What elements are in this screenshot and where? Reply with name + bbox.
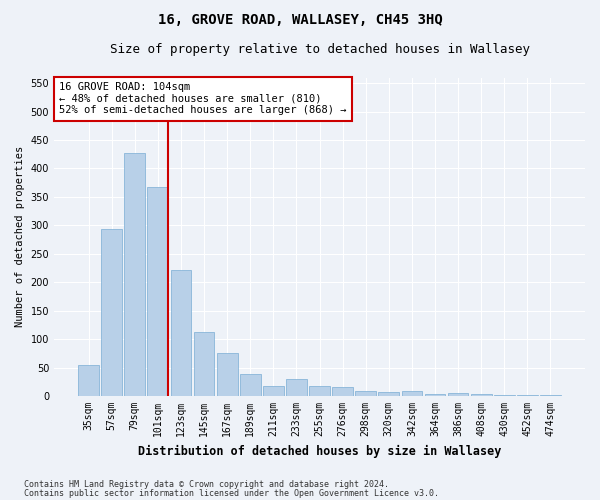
- Bar: [263, 386, 284, 396]
- Bar: [379, 392, 399, 396]
- Bar: [355, 392, 376, 396]
- Bar: [148, 186, 168, 396]
- Bar: [101, 230, 122, 396]
- Bar: [124, 152, 145, 396]
- Bar: [448, 393, 469, 396]
- Bar: [401, 392, 422, 396]
- Text: 16, GROVE ROAD, WALLASEY, CH45 3HQ: 16, GROVE ROAD, WALLASEY, CH45 3HQ: [158, 12, 442, 26]
- Y-axis label: Number of detached properties: Number of detached properties: [15, 146, 25, 328]
- Bar: [170, 270, 191, 396]
- Bar: [540, 395, 561, 396]
- Text: Contains HM Land Registry data © Crown copyright and database right 2024.: Contains HM Land Registry data © Crown c…: [24, 480, 389, 489]
- Bar: [494, 395, 515, 396]
- Bar: [217, 354, 238, 396]
- Bar: [309, 386, 330, 396]
- Bar: [240, 374, 260, 396]
- X-axis label: Distribution of detached houses by size in Wallasey: Distribution of detached houses by size …: [138, 444, 501, 458]
- Bar: [471, 394, 491, 396]
- Text: 16 GROVE ROAD: 104sqm
← 48% of detached houses are smaller (810)
52% of semi-det: 16 GROVE ROAD: 104sqm ← 48% of detached …: [59, 82, 347, 116]
- Bar: [286, 380, 307, 396]
- Bar: [78, 364, 99, 396]
- Title: Size of property relative to detached houses in Wallasey: Size of property relative to detached ho…: [110, 42, 530, 56]
- Text: Contains public sector information licensed under the Open Government Licence v3: Contains public sector information licen…: [24, 488, 439, 498]
- Bar: [332, 388, 353, 396]
- Bar: [194, 332, 214, 396]
- Bar: [425, 394, 445, 396]
